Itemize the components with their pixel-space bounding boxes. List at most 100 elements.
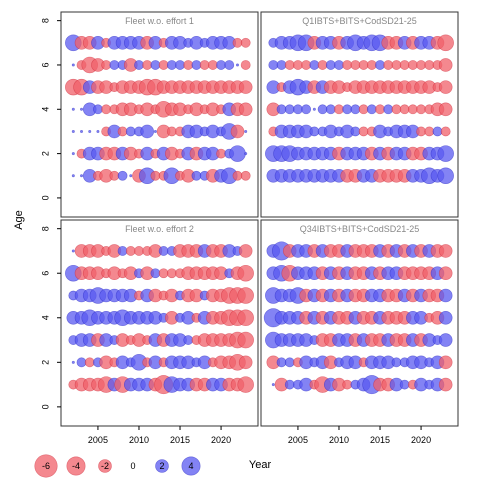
panels-group: Fleet w.o. effort 1 0 2 4 6 8 Q1IBTS+BITS+CodS… — [40, 11, 459, 445]
x-tick-label: 2015 — [370, 435, 390, 445]
y-tick-label: 4 — [40, 107, 50, 112]
y-tick-label: 0 — [40, 404, 50, 409]
legend-bubble — [66, 456, 86, 476]
residual-bubble — [166, 60, 177, 70]
residual-bubble — [391, 357, 402, 368]
x-tick-label: 2015 — [170, 435, 190, 445]
residual-bubble — [158, 246, 169, 256]
residual-bubble — [244, 152, 248, 156]
residual-bubble — [71, 174, 75, 178]
residual-bubble — [350, 126, 361, 137]
panel-4: Q34IBTS+BITS+CodSD21-25 2005 2010 2015 2020 — [260, 219, 459, 445]
residual-bubble — [438, 310, 453, 325]
residual-bubble — [293, 104, 303, 115]
legend-label: 4 — [188, 461, 193, 471]
residual-bubble — [229, 145, 246, 162]
residual-bubble — [312, 107, 316, 111]
residual-bubble — [142, 60, 153, 70]
panel-1: Fleet w.o. effort 1 0 2 4 6 8 — [40, 11, 259, 218]
residual-bubble — [366, 60, 377, 70]
panel-3: Fleet w.o. effort 2 0 2 4 6 8 2005 2010 2015 2020 — [40, 219, 259, 445]
residual-bubble — [158, 60, 169, 70]
residual-bubble — [224, 60, 235, 70]
residual-bubble — [237, 331, 254, 349]
residual-bubble — [166, 268, 177, 279]
residual-bubble — [342, 379, 353, 390]
residual-bubble — [437, 145, 454, 162]
y-tick-label: 8 — [40, 226, 50, 231]
legend: -6 -4 -2 0 2 4 — [34, 454, 201, 478]
residual-bubble — [150, 268, 161, 279]
residual-bubble — [244, 129, 248, 133]
residual-bubble — [383, 104, 394, 115]
residual-bubble — [71, 129, 75, 133]
residual-bubble — [358, 104, 369, 115]
residual-bubble — [268, 60, 279, 70]
y-tick-label: 2 — [40, 151, 50, 156]
residual-bubble — [80, 107, 84, 111]
x-tick-label: 2010 — [129, 435, 149, 445]
residual-bubble — [342, 104, 353, 115]
x-tick-label: 2005 — [88, 435, 108, 445]
residual-bubble — [334, 60, 344, 70]
residual-bubble — [237, 376, 254, 393]
residual-bubble — [424, 126, 435, 137]
residual-bubble — [440, 126, 451, 137]
residual-bubble — [358, 60, 369, 70]
residual-bubble — [438, 244, 453, 258]
residual-bubble — [284, 379, 295, 390]
residual-bubble — [391, 104, 402, 115]
residual-bubble — [71, 152, 75, 156]
residual-bubble — [150, 170, 161, 181]
y-tick-label: 6 — [40, 62, 50, 67]
residual-bubble — [350, 60, 361, 70]
residual-bubble — [276, 357, 287, 368]
residual-bubble — [240, 60, 251, 70]
residual-bubble — [438, 58, 453, 72]
residual-bubble — [309, 126, 320, 137]
residual-bubble — [438, 288, 453, 303]
x-tick-label: 2020 — [411, 435, 431, 445]
residual-bubble — [175, 60, 185, 70]
x-tick-label: 2020 — [211, 435, 231, 445]
residual-bubble — [358, 126, 369, 137]
residual-bubble — [366, 104, 377, 115]
residual-bubble — [284, 60, 295, 70]
panel-title: Fleet w.o. effort 1 — [125, 16, 194, 26]
residual-bubble — [207, 60, 218, 70]
residual-bubble — [424, 60, 435, 70]
residual-bubble — [399, 60, 410, 70]
x-tick-label: 2005 — [288, 435, 308, 445]
residual-bubble — [237, 309, 254, 327]
residual-bubble — [191, 170, 202, 181]
residual-bubble — [232, 170, 243, 181]
residual-bubble — [101, 104, 112, 115]
residual-bubble — [109, 60, 120, 70]
residual-bubble — [399, 379, 410, 390]
residual-bubble — [117, 126, 128, 137]
residual-bubble — [238, 80, 253, 94]
residual-bubble — [284, 104, 295, 115]
residual-bubble — [271, 383, 275, 387]
residual-bubble — [125, 126, 136, 137]
residual-bubble — [71, 107, 75, 111]
panel-title: Fleet w.o. effort 2 — [125, 224, 194, 234]
residual-bubble — [235, 63, 239, 67]
residual-bubble — [96, 129, 100, 133]
y-tick-label: 8 — [40, 18, 50, 23]
y-tick-label: 4 — [40, 315, 50, 320]
residual-bubble — [399, 104, 410, 115]
residual-bubble — [71, 360, 75, 364]
residual-bubble — [317, 60, 328, 70]
residual-bubble — [416, 104, 426, 115]
residual-bubble — [232, 37, 243, 48]
residual-bubble — [140, 124, 154, 139]
residual-bubble — [238, 102, 253, 117]
residual-bubble — [391, 60, 402, 70]
residual-bubble — [432, 126, 443, 137]
residual-bubble — [438, 266, 453, 281]
panel-frame — [260, 219, 459, 427]
residual-bubble — [71, 63, 75, 67]
residual-bubble — [438, 377, 453, 392]
residual-bubble — [101, 60, 112, 70]
